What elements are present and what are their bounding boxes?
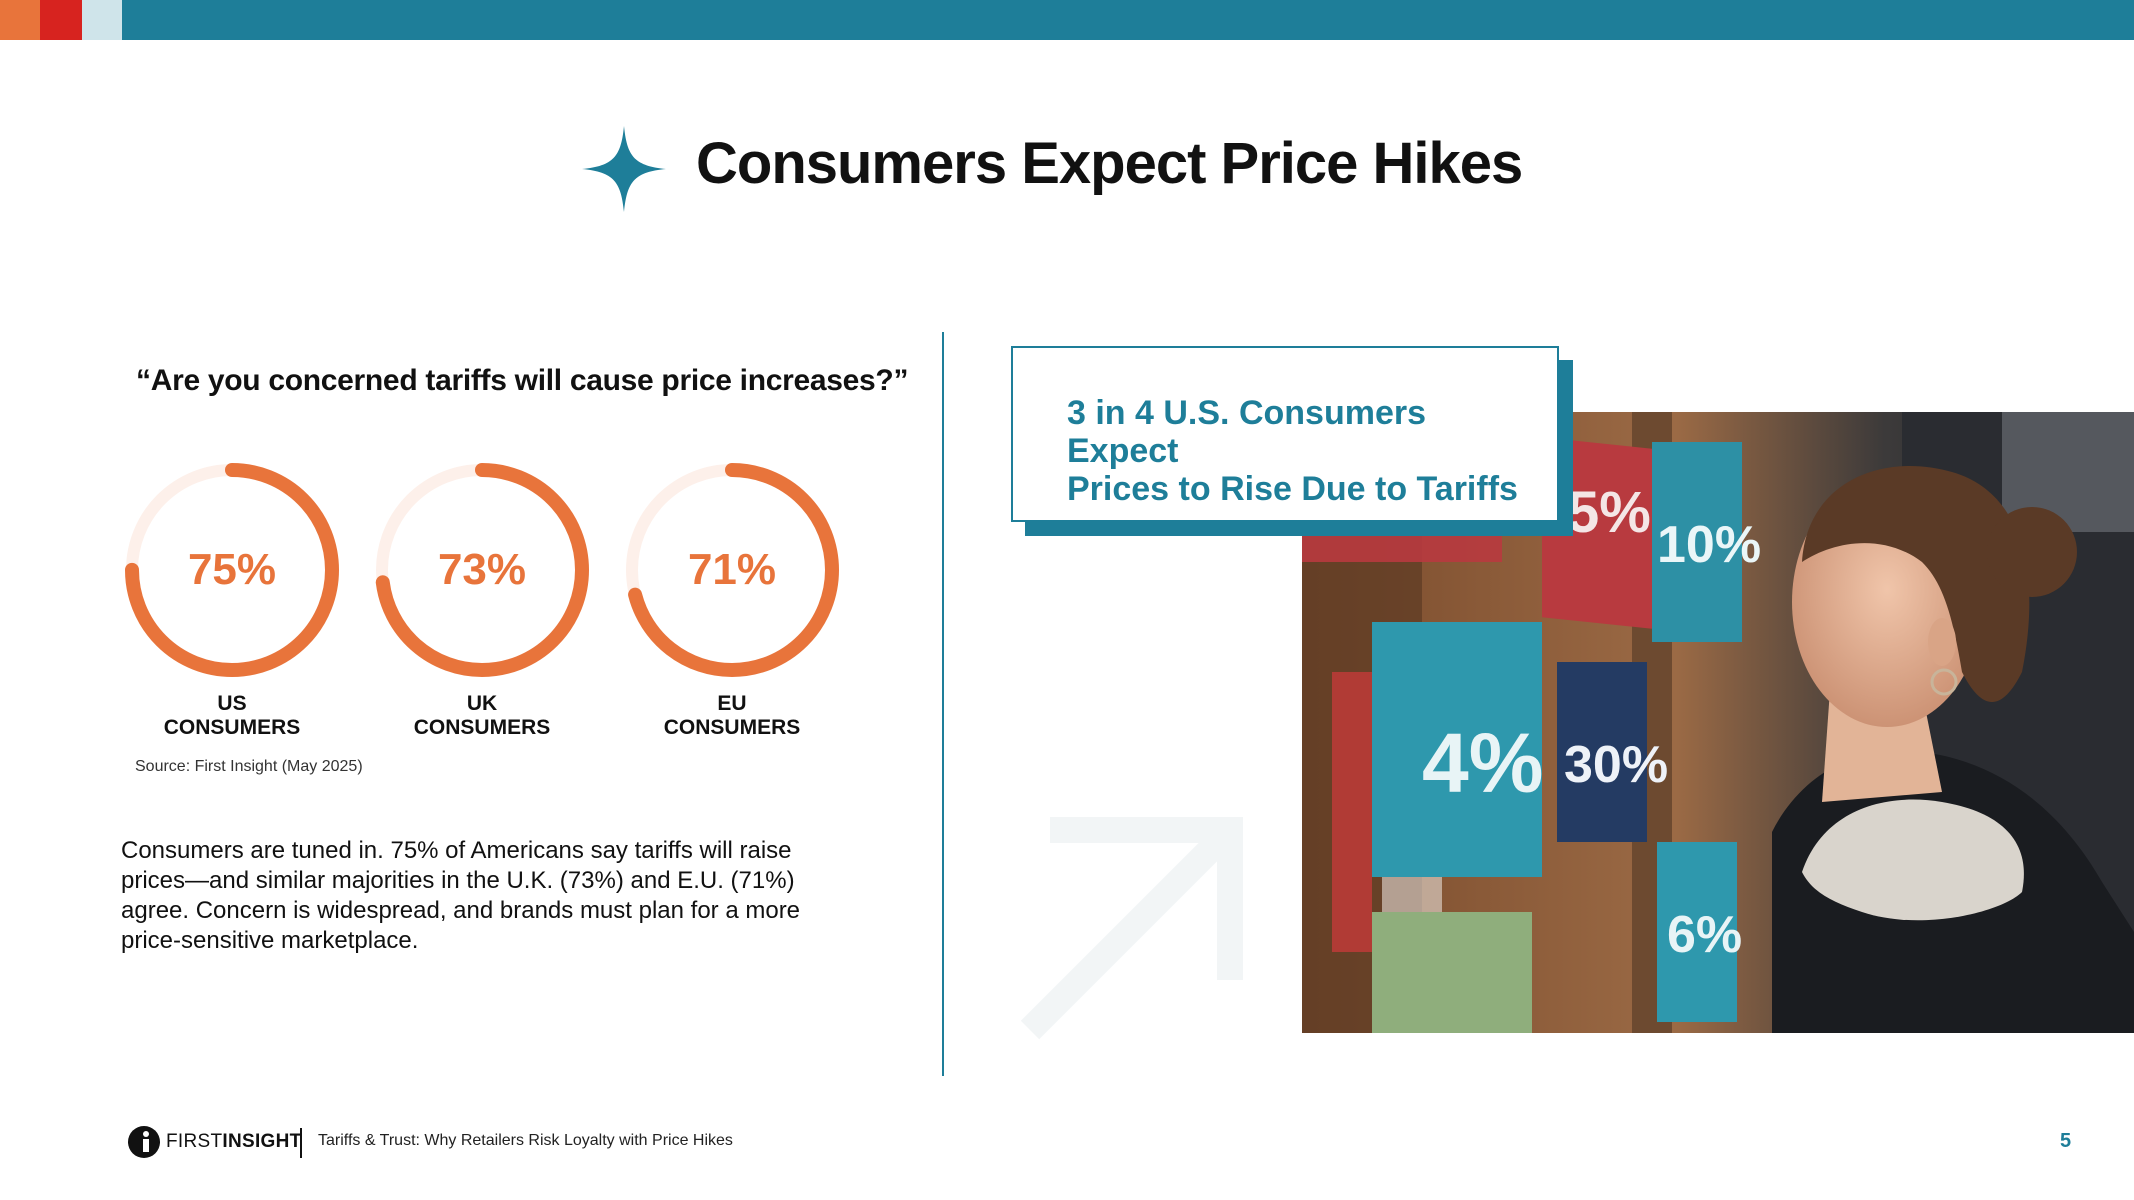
page-title: Consumers Expect Price Hikes bbox=[696, 131, 1523, 196]
gauge-arc bbox=[625, 463, 839, 677]
gauge-label-group: CONSUMERS bbox=[413, 716, 551, 739]
price-sign: 10% bbox=[1652, 442, 1761, 642]
callout-headline: 3 in 4 U.S. Consumers Expect Prices to R… bbox=[1067, 394, 1527, 508]
gauge-ring bbox=[625, 463, 839, 677]
footer-separator bbox=[300, 1128, 302, 1158]
price-sign: 6% bbox=[1657, 842, 1742, 1022]
sparkle-icon bbox=[582, 126, 666, 212]
gauge-label-region: UK bbox=[466, 692, 498, 715]
callout-line: 3 in 4 U.S. Consumers Expect bbox=[1067, 394, 1426, 470]
svg-text:5%: 5% bbox=[1567, 480, 1651, 545]
gauge-percent: 75% bbox=[187, 545, 277, 594]
vertical-divider bbox=[942, 332, 944, 1076]
first-insight-logo: FIRSTINSIGHT bbox=[128, 1124, 302, 1160]
shopper-photo-illustration: 5% 10% 4% 30% 6% bbox=[1302, 412, 2134, 1033]
arrow-up-right-icon bbox=[1020, 817, 1243, 1040]
callout-box: 3 in 4 U.S. Consumers Expect Prices to R… bbox=[1011, 346, 1559, 522]
gauge-label-group: CONSUMERS bbox=[163, 716, 301, 739]
page-number: 5 bbox=[2060, 1130, 2072, 1152]
svg-text:4%: 4% bbox=[1422, 716, 1543, 810]
svg-text:30%: 30% bbox=[1564, 736, 1668, 794]
survey-question: “Are you concerned tariffs will cause pr… bbox=[136, 364, 909, 397]
price-sign: 4% bbox=[1372, 622, 1543, 877]
logo-word-first: FIRST bbox=[166, 1131, 223, 1152]
logo-wordmark: FIRSTINSIGHT bbox=[166, 1131, 302, 1153]
svg-text:10%: 10% bbox=[1657, 516, 1761, 574]
source-note: Source: First Insight (May 2025) bbox=[135, 758, 363, 775]
gauge-arc bbox=[375, 463, 589, 677]
gauge-percent: 71% bbox=[687, 545, 777, 594]
gauge-label-region: US bbox=[217, 692, 247, 715]
top-accent-bar bbox=[0, 0, 2134, 40]
footer-caption: Tariffs & Trust: Why Retailers Risk Loya… bbox=[318, 1132, 733, 1149]
gauge-label-group: CONSUMERS bbox=[663, 716, 801, 739]
top-bar-orange-block bbox=[0, 0, 40, 40]
gauge-ring bbox=[375, 463, 589, 677]
gauge-label-us: US CONSUMERS bbox=[122, 692, 342, 740]
gauge-label-region: EU bbox=[717, 692, 747, 715]
shopper-photo: 5% 10% 4% 30% 6% bbox=[1302, 412, 2134, 1033]
top-bar-red-block bbox=[40, 0, 82, 40]
logo-word-insight: INSIGHT bbox=[222, 1131, 302, 1152]
gauge-label-uk: UK CONSUMERS bbox=[372, 692, 592, 740]
svg-text:6%: 6% bbox=[1667, 906, 1742, 964]
price-sign: 30% bbox=[1557, 662, 1668, 842]
gauge-us: 75% bbox=[122, 460, 342, 680]
top-bar-light-blue-block bbox=[82, 0, 122, 40]
gauge-percent: 73% bbox=[437, 545, 527, 594]
gauge-label-eu: EU CONSUMERS bbox=[622, 692, 842, 740]
body-paragraph: Consumers are tuned in. 75% of Americans… bbox=[121, 837, 801, 954]
gauge-uk: 73% bbox=[372, 460, 592, 680]
gauge-arc bbox=[125, 463, 339, 677]
gauge-eu: 71% bbox=[622, 460, 842, 680]
callout-line: Prices to Rise Due to Tariffs bbox=[1067, 470, 1518, 508]
gauge-ring bbox=[125, 463, 339, 677]
first-insight-logo-icon bbox=[128, 1126, 160, 1158]
